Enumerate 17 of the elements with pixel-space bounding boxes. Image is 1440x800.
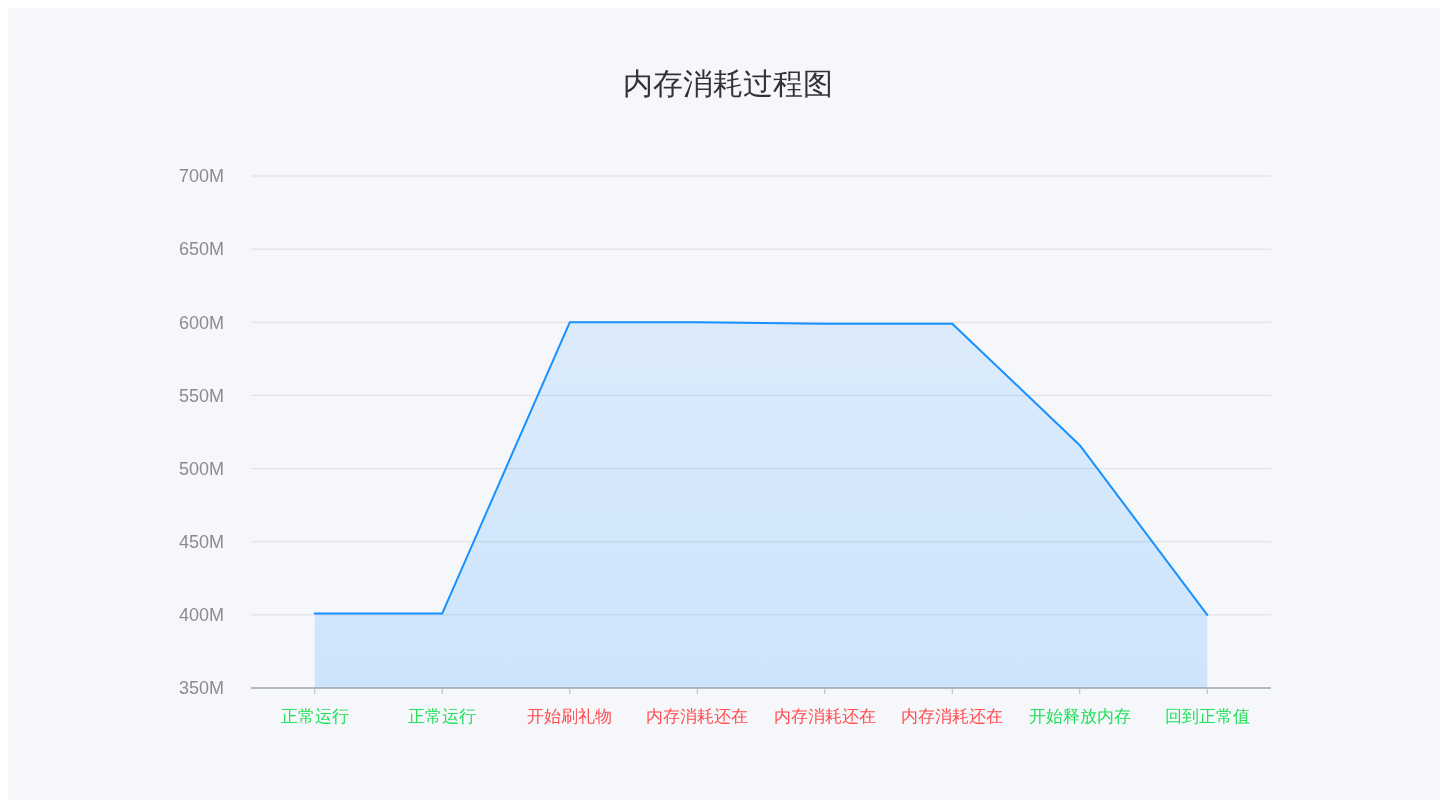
x-tick-label: 回到正常值: [1164, 706, 1250, 726]
y-tick-label: 400M: [178, 605, 224, 626]
y-tick-label: 700M: [178, 166, 224, 187]
x-tick-label: 正常运行: [408, 706, 477, 726]
x-tick-label: 开始释放内存: [1028, 706, 1131, 726]
x-tick-label: 内存消耗还在: [901, 706, 1004, 726]
x-tick-label: 内存消耗还在: [773, 706, 876, 726]
x-tick-label: 开始刷礼物: [527, 706, 613, 726]
y-tick-label: 500M: [178, 458, 224, 479]
y-tick-label: 450M: [178, 532, 224, 553]
y-tick-label: 600M: [178, 312, 224, 333]
y-tick-label: 350M: [178, 678, 224, 699]
chart-title: 内存消耗过程图: [623, 66, 833, 101]
y-tick-label: 550M: [178, 385, 224, 406]
x-tick-label: 正常运行: [280, 706, 349, 726]
y-tick-label: 650M: [178, 239, 224, 260]
x-tick-label: 内存消耗还在: [646, 706, 749, 726]
